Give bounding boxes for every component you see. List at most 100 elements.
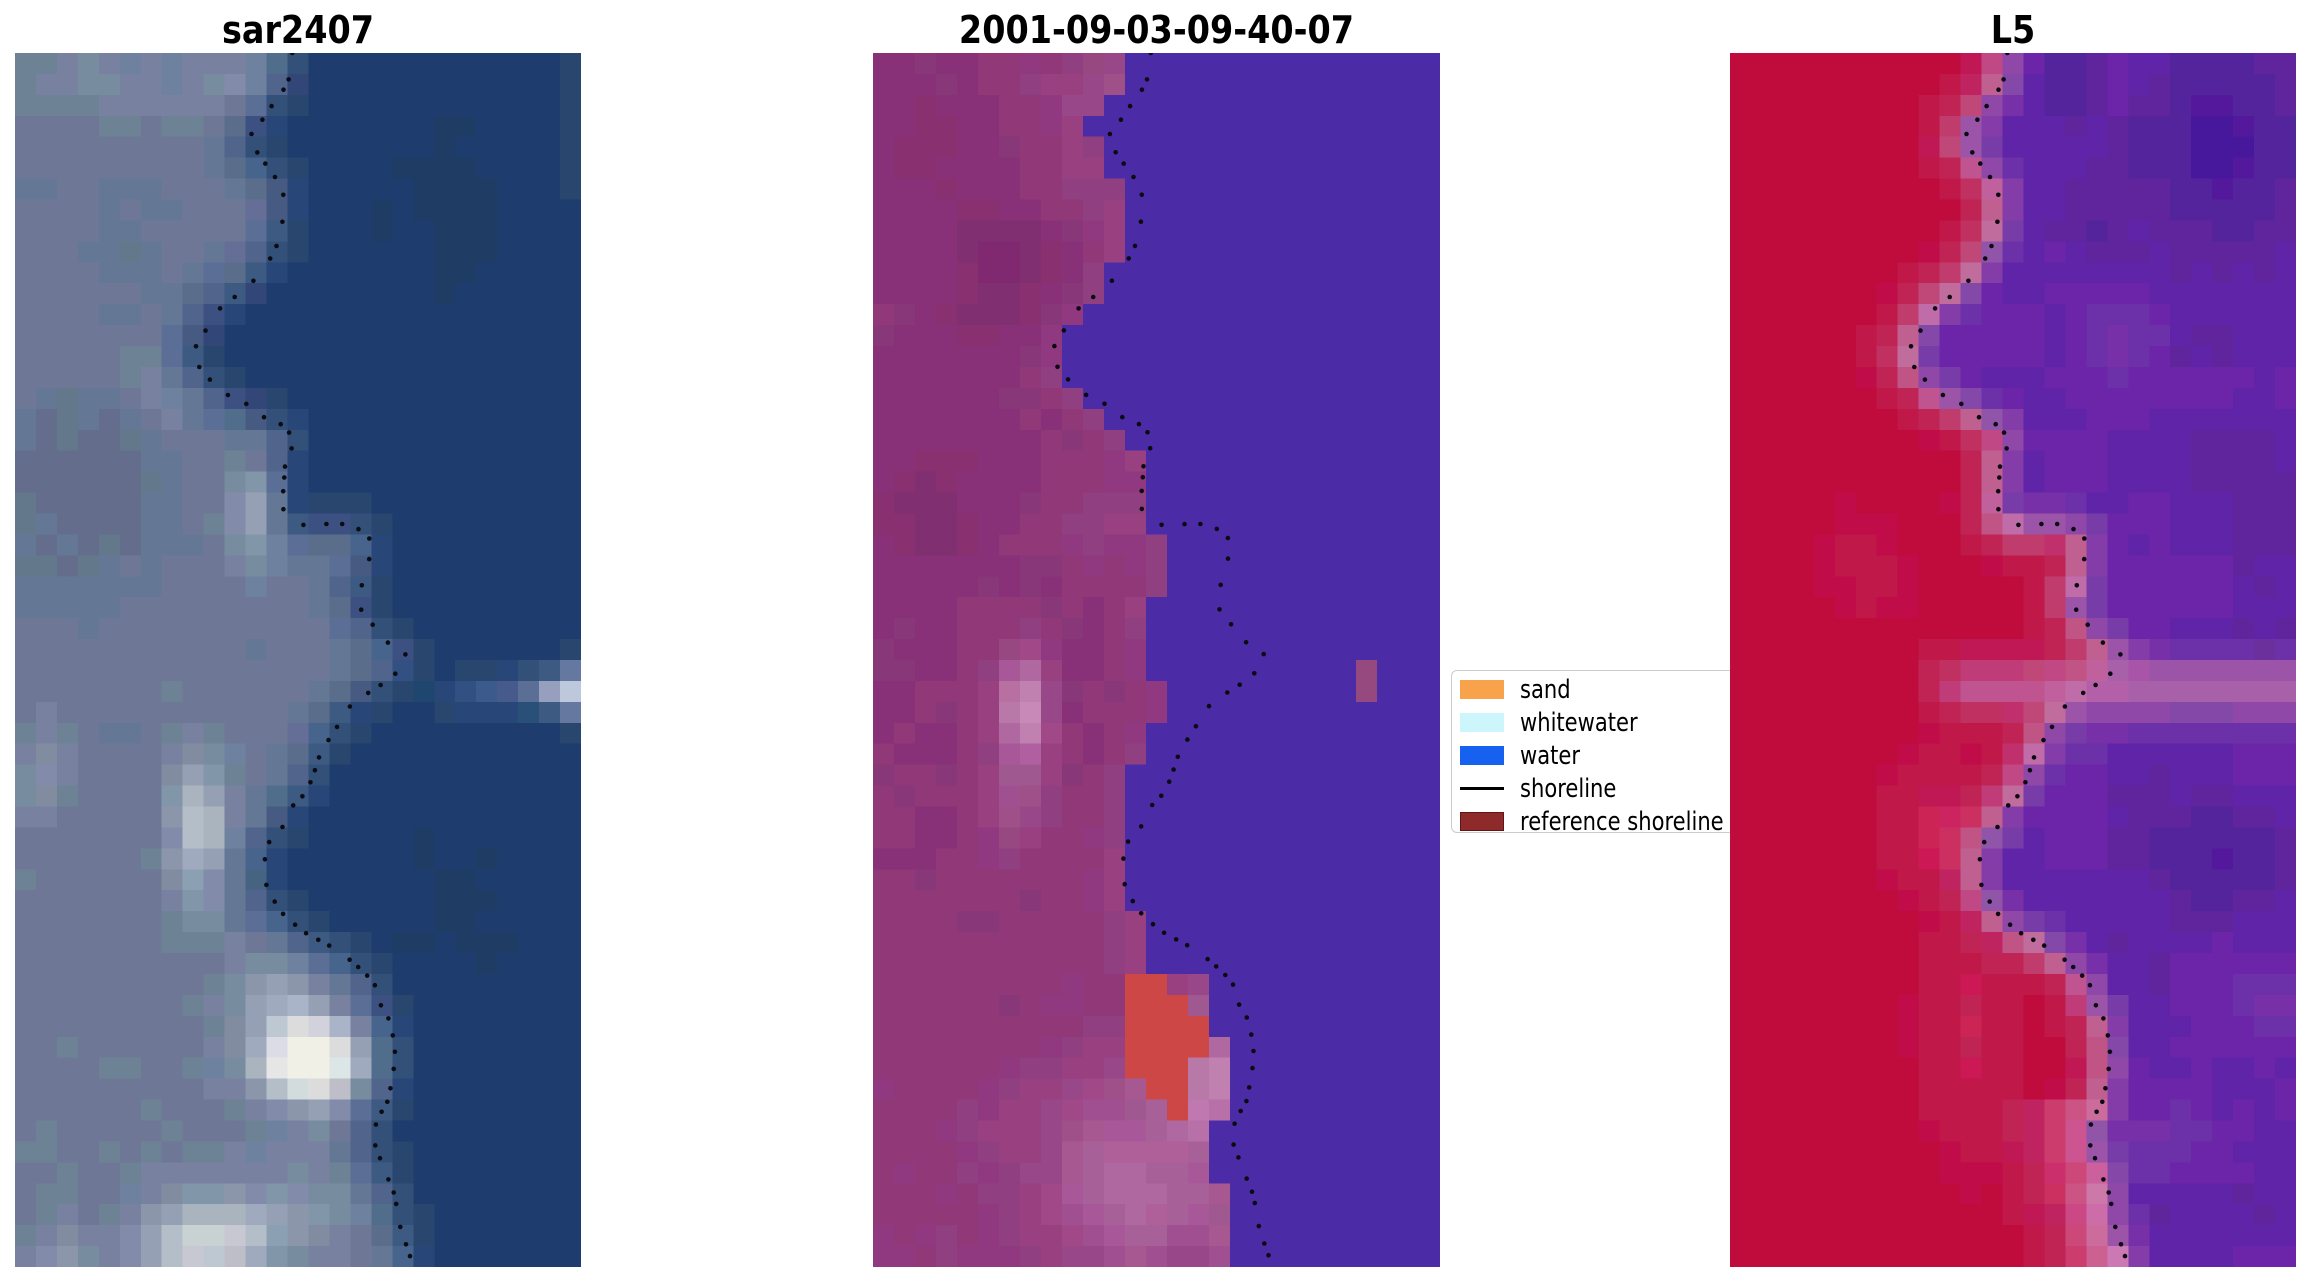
image-cells-classified <box>936 53 1167 1267</box>
shoreline-dot <box>364 973 370 978</box>
image-cells-L5 <box>2065 1162 2087 1247</box>
shoreline-dot <box>1256 1223 1262 1229</box>
shoreline-dot <box>281 87 286 92</box>
shoreline-dot <box>1139 506 1145 512</box>
image-cells-L5 <box>1918 304 2087 765</box>
panel-title-sar: sar2407 <box>221 8 375 52</box>
shoreline-dot <box>326 943 332 948</box>
shoreline-dot <box>1912 364 1917 370</box>
panel-image-classified <box>873 53 1440 1267</box>
shoreline-dot <box>1125 839 1131 844</box>
shoreline-dot <box>280 911 286 917</box>
shoreline-dot <box>393 671 398 676</box>
shoreline-dot <box>2101 1177 2106 1182</box>
shoreline-dot <box>1996 506 2001 512</box>
shoreline-dot <box>1223 972 1228 978</box>
shoreline-dot <box>334 724 340 730</box>
shoreline-dot <box>2081 556 2087 562</box>
shoreline-dot <box>2100 640 2106 645</box>
shoreline-dot <box>2094 1109 2099 1115</box>
shoreline-dot <box>1139 488 1144 494</box>
shoreline-dot <box>1252 671 1257 676</box>
shoreline-dot <box>1150 921 1156 927</box>
image-cells-sar2407 <box>182 1225 225 1247</box>
shoreline-dot <box>255 150 260 155</box>
image-cells-sar2407 <box>287 1078 309 1100</box>
shoreline-dot <box>2108 671 2113 676</box>
image-cells-classified <box>873 53 1104 870</box>
shoreline-dot <box>347 704 353 709</box>
shoreline-dot <box>407 1253 413 1259</box>
shoreline-dot <box>1246 1085 1252 1090</box>
shoreline-dot <box>290 803 296 808</box>
shoreline-dot <box>1230 982 1236 987</box>
shoreline-dot <box>2074 583 2080 588</box>
shoreline-dot <box>1966 278 1971 284</box>
image-cells-sar2407 <box>287 1036 330 1079</box>
image-cells-L5 <box>2254 639 2276 660</box>
shoreline-dot <box>1232 1121 1237 1126</box>
image-cells-classified <box>1356 660 1377 702</box>
shoreline-dot <box>264 882 269 888</box>
shoreline-dot <box>386 1177 391 1182</box>
shoreline-dot <box>2088 1143 2093 1148</box>
legend-label-water: water <box>1520 740 1581 771</box>
shoreline-dot <box>197 364 202 370</box>
shoreline-dot <box>2070 964 2076 970</box>
shoreline-dot <box>2079 973 2085 978</box>
shoreline-dot <box>1159 522 1164 528</box>
shoreline-dot <box>391 1190 397 1195</box>
shoreline-dot <box>2001 430 2007 435</box>
shoreline-dot <box>358 607 364 612</box>
shoreline-dot <box>272 899 278 904</box>
image-cells-classified <box>1062 1078 1230 1267</box>
shoreline-dot <box>267 256 273 261</box>
shoreline-dot <box>203 328 208 333</box>
image-cells-sar2407 <box>329 1057 351 1079</box>
image-cells-classified <box>999 680 1020 702</box>
shoreline-dot <box>1996 87 2001 92</box>
shoreline-dot <box>266 839 272 845</box>
shoreline-dot <box>2088 1122 2094 1127</box>
shoreline-dot <box>286 77 291 82</box>
shoreline-dot <box>1148 53 1154 56</box>
shoreline-dot <box>1140 474 1146 480</box>
shoreline-dot <box>2015 794 2020 799</box>
image-cells-sar2407 <box>15 136 393 1267</box>
shoreline-dot <box>1964 131 1969 137</box>
image-cells-L5 <box>2065 1120 2087 1163</box>
shoreline-swatch <box>1460 787 1504 790</box>
image-cells-sar2407 <box>182 1225 246 1267</box>
shoreline-dot <box>1981 839 1987 845</box>
shoreline-dot <box>1996 192 2001 198</box>
shoreline-dot <box>2031 937 2036 943</box>
shoreline-dot <box>1102 401 1107 407</box>
shoreline-dot <box>1136 421 1142 427</box>
image-cells-classified <box>1020 701 1041 723</box>
shoreline-dot <box>280 824 285 830</box>
shoreline-dot <box>1266 1253 1271 1258</box>
shoreline-dot <box>1184 942 1190 948</box>
shoreline-dot <box>1908 344 1914 349</box>
shoreline-dot <box>2073 607 2079 612</box>
shoreline-dot <box>1995 219 2000 225</box>
shoreline-dot <box>1228 622 1234 627</box>
image-cells-L5 <box>2086 680 2129 702</box>
shoreline-dot <box>269 103 274 109</box>
shoreline-dot <box>370 622 376 627</box>
shoreline-dot <box>1118 117 1124 122</box>
shoreline-dot <box>1976 414 1982 420</box>
shoreline-dot <box>1918 328 1923 333</box>
shoreline-dot <box>347 957 352 962</box>
shoreline-dot <box>1987 174 1993 180</box>
shoreline-dot <box>2118 1242 2124 1247</box>
shoreline-dot <box>1238 1108 1243 1114</box>
shoreline-dot <box>359 583 365 588</box>
shoreline-dot <box>355 964 361 970</box>
shoreline-dot <box>379 1109 384 1115</box>
shoreline-dot <box>1218 582 1223 588</box>
image-cells-L5 <box>2107 1246 2129 1267</box>
shoreline-dot <box>2092 1155 2098 1161</box>
image-cells-classified <box>978 73 1188 1267</box>
shoreline-dot <box>193 344 199 349</box>
